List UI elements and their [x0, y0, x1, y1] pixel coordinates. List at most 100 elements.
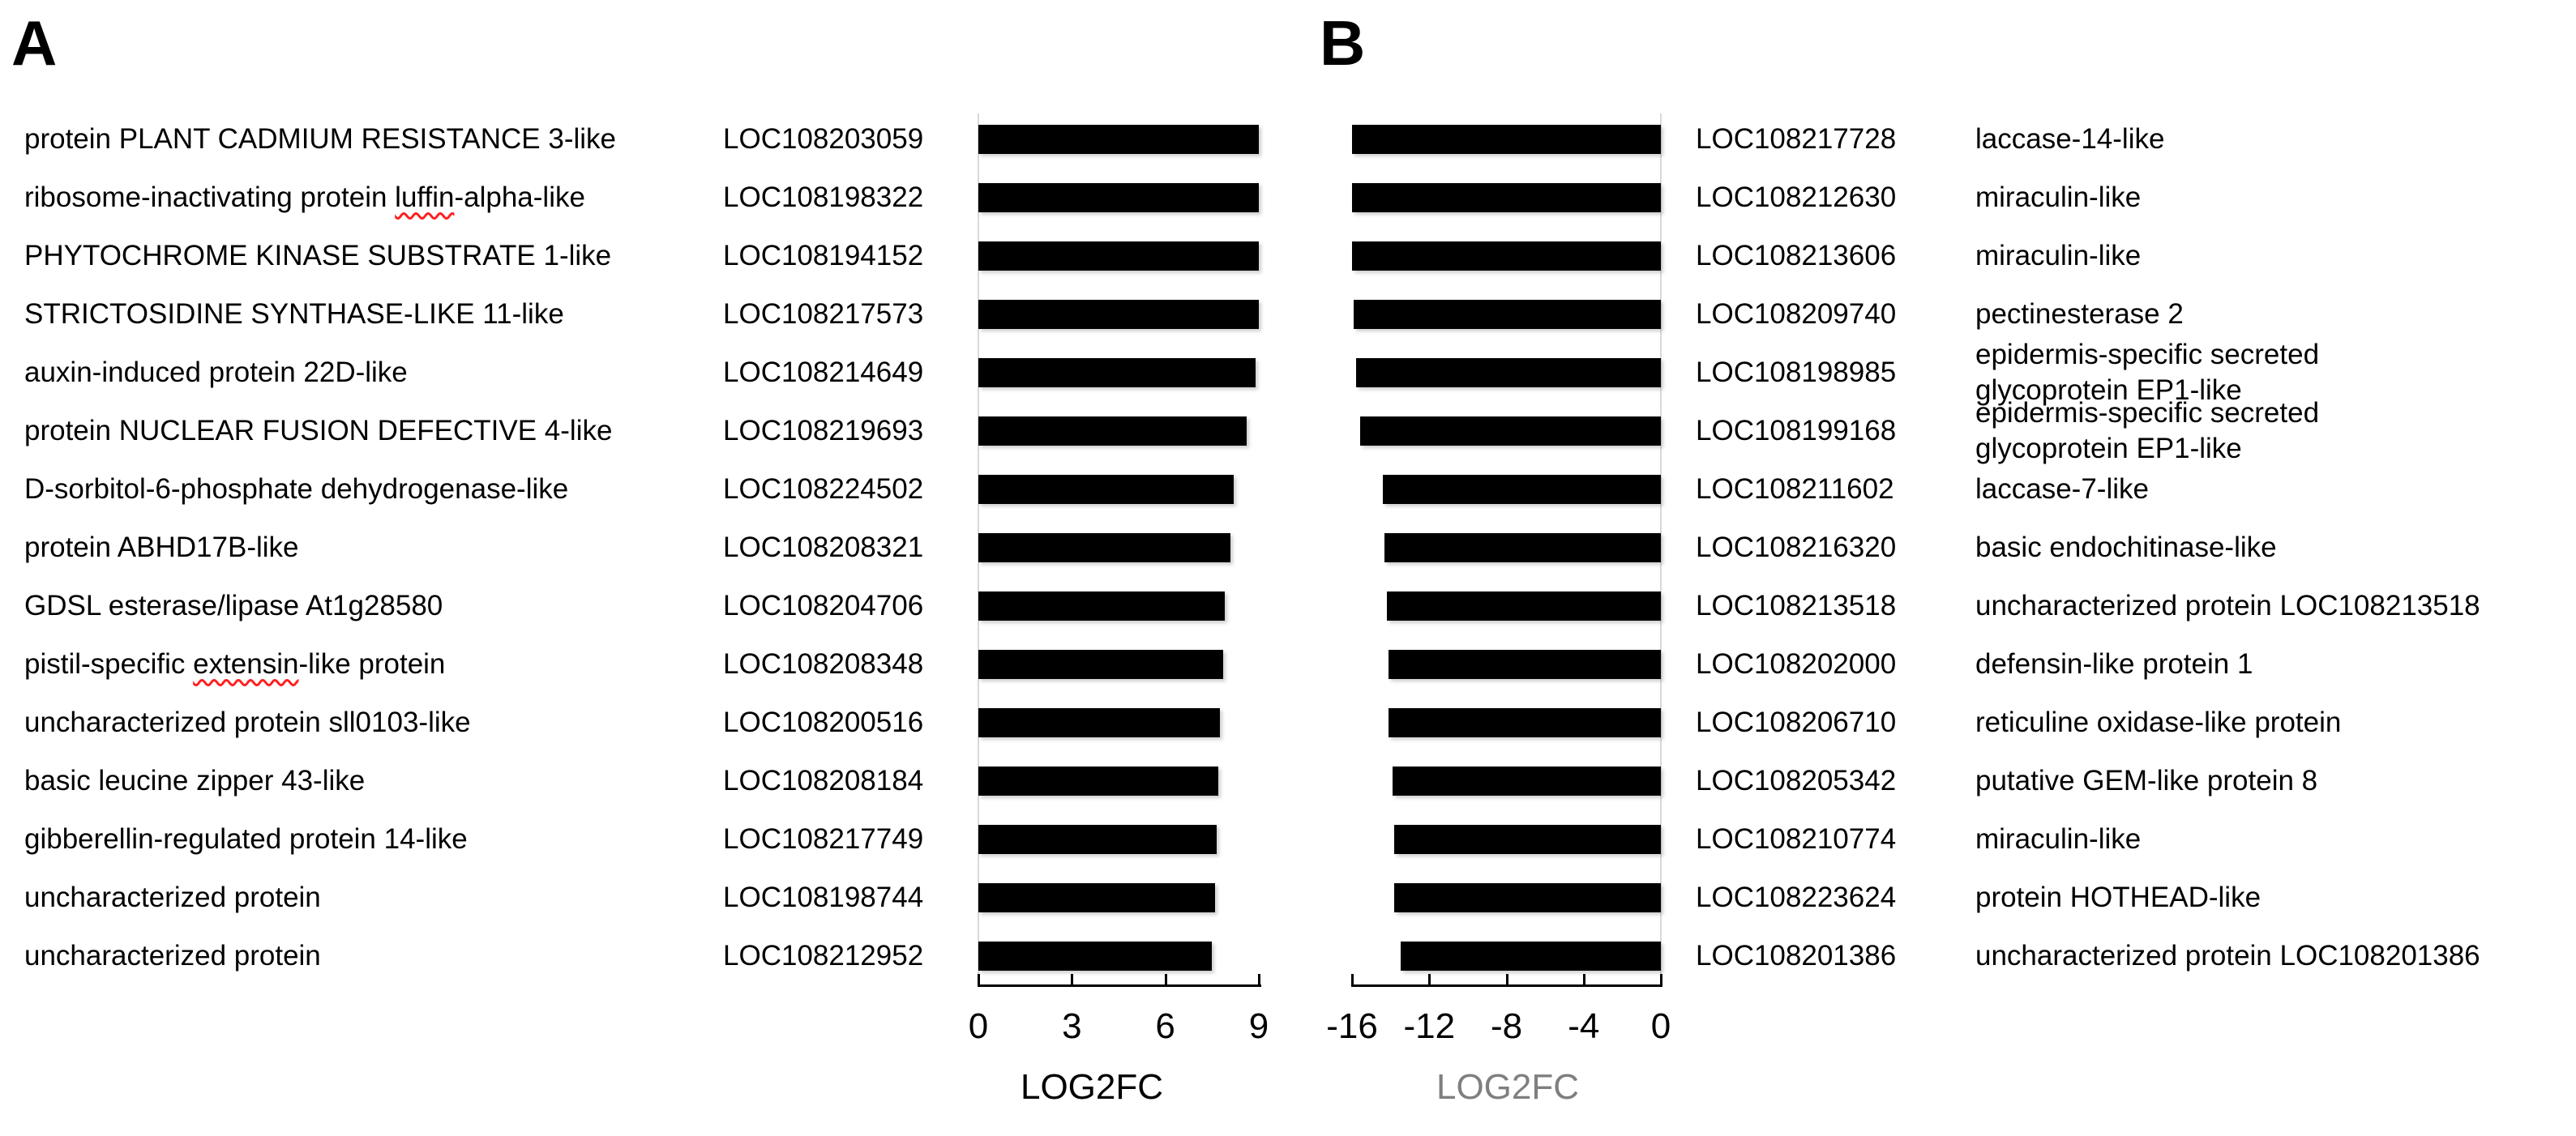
panel-b-axis-tick: [1505, 974, 1508, 987]
log2fc-bar-b: [1352, 183, 1661, 212]
panel-a-axis-tick: [1071, 974, 1074, 987]
gene-id-label-b: LOC108210774: [1696, 823, 1897, 855]
panel-b-plot-area: [1352, 344, 1661, 402]
gene-id-label-b: LOC108201386: [1696, 940, 1897, 972]
gene-description-label-b: basic endochitinase-like: [1975, 532, 2277, 563]
gene-id-label-b: LOC108199168: [1696, 415, 1897, 446]
panel-a-plot-area: [978, 402, 1259, 460]
log2fc-bar-a: [978, 300, 1259, 329]
log2fc-bar-a: [978, 883, 1216, 912]
table-row: D-sorbitol-6-phosphate dehydrogenase-lik…: [0, 460, 2576, 519]
gene-description-label-b: uncharacterized protein LOC108201386: [1975, 940, 2480, 972]
log2fc-bar-b: [1383, 475, 1661, 504]
gene-id-label-a: LOC108208184: [723, 765, 924, 796]
gene-id-label-a: LOC108224502: [723, 473, 924, 505]
gene-id-label-a: LOC108204706: [723, 590, 924, 621]
log2fc-bar-a: [978, 767, 1219, 796]
panel-a-plot-area: [978, 927, 1259, 985]
gene-id-label-a: LOC108198322: [723, 182, 924, 213]
gene-id-label-b: LOC108213606: [1696, 240, 1897, 271]
log2fc-bar-b: [1393, 767, 1661, 796]
log2fc-bar-b: [1400, 942, 1661, 971]
gene-description-label-b: laccase-14-like: [1975, 123, 2165, 155]
gene-description-text: uncharacterized protein sll0103-like: [24, 707, 471, 738]
log2fc-bar-b: [1389, 708, 1661, 737]
gene-id-label-a: LOC108214649: [723, 357, 924, 388]
gene-id-label-b: LOC108223624: [1696, 882, 1897, 913]
gene-description-label-a: GDSL esterase/lipase At1g28580: [24, 588, 965, 624]
panel-a-title: A: [11, 7, 58, 79]
panel-a-plot-area: [978, 869, 1259, 927]
gene-id-label-a: LOC108198744: [723, 882, 924, 913]
table-row: protein NUCLEAR FUSION DEFECTIVE 4-like L…: [0, 397, 2576, 464]
panel-b-plot-area: [1352, 460, 1661, 519]
panel-b-plot-area: [1352, 810, 1661, 869]
gene-description-text: pistil-specific: [24, 648, 194, 680]
panel-b-plot-area: [1352, 927, 1661, 985]
panel-a-axis-tick-label: 3: [1062, 1006, 1082, 1046]
gene-description-text: protein NUCLEAR FUSION DEFECTIVE 4-like: [24, 415, 613, 446]
gene-description-text: -alpha-like: [454, 182, 585, 213]
log2fc-bar-b: [1352, 125, 1661, 154]
table-row: ribosome-inactivating protein luffin-alp…: [0, 169, 2576, 227]
spellcheck-wavy-text: luffin: [395, 182, 455, 213]
panel-b-axis-tick-label: -4: [1568, 1006, 1600, 1046]
gene-description-label-b: miraculin-like: [1975, 240, 2142, 271]
panel-b-plot-area: [1352, 402, 1661, 460]
panel-b-axis-tick-label: 0: [1650, 1006, 1671, 1046]
log2fc-bar-b: [1384, 533, 1661, 562]
gene-id-label-a: LOC108217749: [723, 823, 924, 855]
panel-b-plot-area: [1352, 694, 1661, 752]
panel-a-axis-tick-label: 9: [1248, 1006, 1269, 1046]
gene-description-text: uncharacterized protein: [24, 882, 321, 913]
log2fc-bar-a: [978, 825, 1217, 854]
gene-id-label-a: LOC108217573: [723, 298, 924, 330]
gene-description-label-b: miraculin-like: [1975, 823, 2142, 855]
panel-a-plot-area: [978, 577, 1259, 635]
gene-id-label-a: LOC108208348: [723, 648, 924, 680]
panel-a-plot-area: [978, 519, 1259, 577]
gene-description-label-b: miraculin-like: [1975, 182, 2142, 213]
panel-b-plot-area: [1352, 635, 1661, 694]
panel-b-axis-tick-label: -8: [1490, 1006, 1523, 1046]
gene-description-label-a: ribosome-inactivating protein luffin-alp…: [24, 180, 965, 216]
gene-id-label-b: LOC108211602: [1696, 473, 1894, 505]
table-row: uncharacterized protein LOC108198744 LOC10…: [0, 869, 2576, 927]
log2fc-bar-b: [1355, 358, 1661, 387]
panel-b-plot-area: [1352, 110, 1661, 169]
log2fc-bar-a: [978, 183, 1259, 212]
panel-a-plot-area: [978, 694, 1259, 752]
log2fc-bar-b: [1354, 300, 1661, 329]
gene-description-text: STRICTOSIDINE SYNTHASE-LIKE 11-like: [24, 298, 564, 330]
panel-a-axis-tick: [978, 974, 980, 987]
gene-description-label-b: reticuline oxidase-like protein: [1975, 707, 2342, 738]
rows-container: protein PLANT CADMIUM RESISTANCE 3-like L…: [0, 110, 2576, 985]
log2fc-bar-a: [978, 591, 1225, 621]
table-row: uncharacterized protein LOC108212952 LOC10…: [0, 927, 2576, 985]
log2fc-bar-a: [978, 942, 1213, 971]
panel-a-plot-area: [978, 344, 1259, 402]
gene-id-label-b: LOC108209740: [1696, 298, 1897, 330]
panel-a-x-axis: [978, 974, 1261, 987]
log2fc-bar-a: [978, 533, 1231, 562]
panel-b-axis-tick: [1582, 974, 1585, 987]
panel-a-axis-tick: [1164, 974, 1167, 987]
panel-b-plot-area: [1352, 519, 1661, 577]
table-row: PHYTOCHROME KINASE SUBSTRATE 1-like LOC10…: [0, 227, 2576, 285]
gene-description-label-b: defensin-like protein 1: [1975, 648, 2253, 680]
log2fc-bar-a: [978, 358, 1256, 387]
gene-description-text: uncharacterized protein: [24, 940, 321, 972]
log2fc-bar-b: [1389, 650, 1661, 679]
panel-a-plot-area: [978, 285, 1259, 344]
panel-b-plot-area: [1352, 577, 1661, 635]
gene-description-text: auxin-induced protein 22D-like: [24, 357, 408, 388]
panel-a-axis-tick: [1258, 974, 1260, 987]
gene-description-label-a: protein PLANT CADMIUM RESISTANCE 3-like: [24, 122, 965, 157]
gene-description-label-b: laccase-7-like: [1975, 473, 2149, 505]
gene-description-text: -like protein: [298, 648, 446, 680]
panel-a-plot-area: [978, 110, 1259, 169]
panel-a-plot-area: [978, 635, 1259, 694]
panel-b-axis-tick: [1351, 974, 1354, 987]
gene-id-label-a: LOC108200516: [723, 707, 924, 738]
gene-description-label-a: uncharacterized protein sll0103-like: [24, 705, 965, 741]
